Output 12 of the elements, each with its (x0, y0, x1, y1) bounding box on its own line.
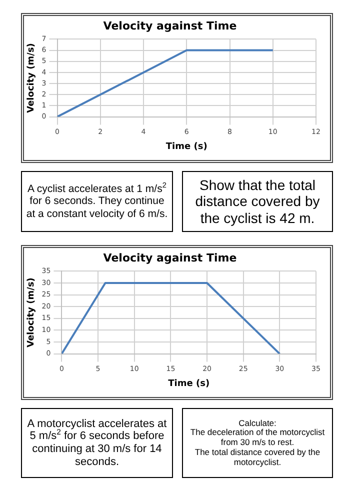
text: A motorcyclist accelerates at 5 m/s$^{2}$ for 6 seconds before continuing at 30 m/s for 14 seconds. (26, 418, 168, 468)
y-axis-title: Velocity (m/s) (26, 278, 37, 348)
text: The deceleration of the motorcyclist from 30 m/s to rest. (189, 427, 326, 448)
x-axis-title: Time (s) (166, 142, 208, 152)
text: The total distance covered by the motorcyclist. (194, 446, 322, 468)
text: Show that the total distance covered by the cyclist is 42 m. (194, 177, 321, 226)
x-axis-title: Time (s) (168, 378, 210, 389)
chart-title: Velocity against Time (103, 19, 237, 32)
chart-title: Velocity against Time (103, 251, 237, 264)
y-axis-title: Velocity (m/s) (26, 43, 37, 113)
text: Calculate: (238, 418, 278, 428)
text: A cyclist accelerates at 1 m/s$^{2}$ for 6 seconds. They continue at a constant velocity of 6 m/s. (25, 180, 169, 220)
